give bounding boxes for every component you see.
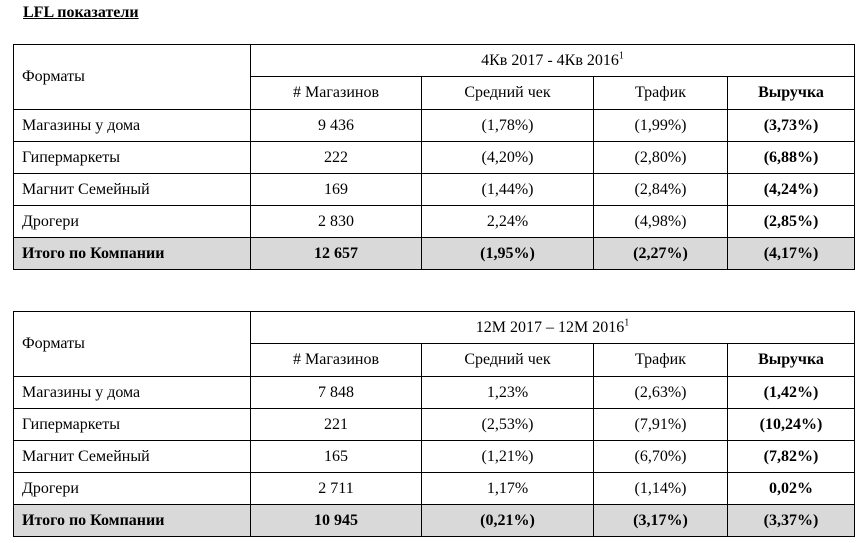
page-title: LFL показатели <box>23 4 139 21</box>
row-format-name: Гипермаркеты <box>13 408 251 441</box>
column-header-revenue: Выручка <box>726 76 856 110</box>
row-format-name: Дрогери <box>13 205 251 238</box>
row-format-name: Гипермаркеты <box>13 141 251 174</box>
footnote-marker: 1 <box>618 50 624 62</box>
row-stores: 2 830 <box>250 205 422 238</box>
row-avg-check: 1,17% <box>421 472 594 505</box>
row-traffic: (6,70%) <box>593 440 728 473</box>
row-avg-check: 1,23% <box>421 376 594 409</box>
period-header: 4Кв 2017 - 4Кв 20161 <box>249 44 856 77</box>
row-revenue: (1,42%) <box>726 376 856 409</box>
total-stores: 10 945 <box>250 504 422 537</box>
lfl-table-q4: Форматы 4Кв 2017 - 4Кв 20161 # Магазинов… <box>13 44 856 270</box>
table-row: Гипермаркеты 222 (4,20%) (2,80%) (6,88%) <box>13 141 856 174</box>
table-row: Магазины у дома 9 436 (1,78%) (1,99%) (3… <box>13 109 856 142</box>
row-format-name: Магнит Семейный <box>13 440 251 473</box>
column-header-traffic: Трафик <box>593 343 728 377</box>
table-row: Дрогери 2 830 2,24% (4,98%) (2,85%) <box>13 205 856 238</box>
row-avg-check: (2,53%) <box>421 408 594 441</box>
column-header-stores: # Магазинов <box>250 76 422 110</box>
row-stores: 2 711 <box>250 472 422 505</box>
row-avg-check: (4,20%) <box>421 141 594 174</box>
row-traffic: (1,14%) <box>593 472 728 505</box>
row-revenue: (6,88%) <box>726 141 856 174</box>
row-traffic: (4,98%) <box>593 205 728 238</box>
row-revenue: (10,24%) <box>726 408 856 441</box>
table-row: Магазины у дома 7 848 1,23% (2,63%) (1,4… <box>13 376 856 409</box>
row-stores: 9 436 <box>250 109 422 142</box>
row-traffic: (7,91%) <box>593 408 728 441</box>
total-row: Итого по Компании 10 945 (0,21%) (3,17%)… <box>13 504 856 537</box>
total-label: Итого по Компании <box>13 237 251 270</box>
row-revenue: (7,82%) <box>726 440 856 473</box>
column-header-stores: # Магазинов <box>250 343 422 377</box>
total-revenue: (3,37%) <box>726 504 856 537</box>
row-stores: 7 848 <box>250 376 422 409</box>
table-row: Дрогери 2 711 1,17% (1,14%) 0,02% <box>13 472 856 505</box>
table-row: Гипермаркеты 221 (2,53%) (7,91%) (10,24%… <box>13 408 856 441</box>
table-row: Магнит Семейный 165 (1,21%) (6,70%) (7,8… <box>13 440 856 473</box>
row-stores: 165 <box>250 440 422 473</box>
total-stores: 12 657 <box>250 237 422 270</box>
row-traffic: (1,99%) <box>593 109 728 142</box>
lfl-table-12m: Форматы 12М 2017 – 12М 20161 # Магазинов… <box>13 311 856 537</box>
row-avg-check: 2,24% <box>421 205 594 238</box>
row-revenue: (4,24%) <box>726 173 856 206</box>
total-traffic: (2,27%) <box>593 237 728 270</box>
row-revenue: 0,02% <box>726 472 856 505</box>
row-traffic: (2,80%) <box>593 141 728 174</box>
total-row: Итого по Компании 12 657 (1,95%) (2,27%)… <box>13 237 856 270</box>
formats-header: Форматы <box>13 44 251 110</box>
total-label: Итого по Компании <box>13 504 251 537</box>
column-header-avg-check: Средний чек <box>421 343 594 377</box>
row-avg-check: (1,78%) <box>421 109 594 142</box>
table-row: Магнит Семейный 169 (1,44%) (2,84%) (4,2… <box>13 173 856 206</box>
row-format-name: Магазины у дома <box>13 109 251 142</box>
row-avg-check: (1,21%) <box>421 440 594 473</box>
row-stores: 222 <box>250 141 422 174</box>
period-label: 4Кв 2017 - 4Кв 2016 <box>481 51 619 69</box>
row-stores: 169 <box>250 173 422 206</box>
row-format-name: Магазины у дома <box>13 376 251 409</box>
period-header: 12М 2017 – 12М 20161 <box>249 311 856 344</box>
column-header-revenue: Выручка <box>726 343 856 377</box>
row-traffic: (2,63%) <box>593 376 728 409</box>
period-label: 12М 2017 – 12М 2016 <box>475 318 625 336</box>
total-traffic: (3,17%) <box>593 504 728 537</box>
row-revenue: (3,73%) <box>726 109 856 142</box>
row-avg-check: (1,44%) <box>421 173 594 206</box>
row-traffic: (2,84%) <box>593 173 728 206</box>
row-stores: 221 <box>250 408 422 441</box>
row-format-name: Дрогери <box>13 472 251 505</box>
row-revenue: (2,85%) <box>726 205 856 238</box>
formats-header: Форматы <box>13 311 251 377</box>
column-header-traffic: Трафик <box>593 76 728 110</box>
footnote-marker: 1 <box>624 317 630 329</box>
total-avg-check: (0,21%) <box>421 504 594 537</box>
total-avg-check: (1,95%) <box>421 237 594 270</box>
total-revenue: (4,17%) <box>726 237 856 270</box>
column-header-avg-check: Средний чек <box>421 76 594 110</box>
row-format-name: Магнит Семейный <box>13 173 251 206</box>
